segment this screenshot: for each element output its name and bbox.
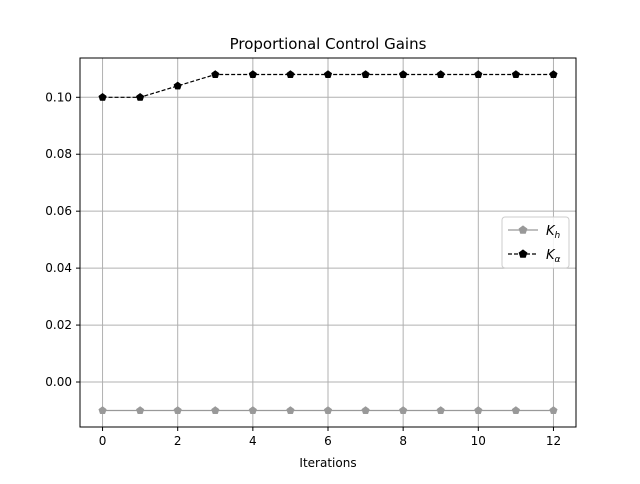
data-point — [248, 406, 257, 414]
y-tick-label: 0.00 — [45, 375, 72, 389]
data-point — [211, 406, 220, 414]
data-point — [549, 70, 558, 78]
series-layer — [98, 70, 558, 414]
y-tick-label: 0.04 — [45, 261, 72, 275]
legend-swatch-marker — [518, 225, 528, 234]
x-tick-label: 4 — [249, 434, 257, 448]
data-point — [323, 70, 333, 78]
data-point — [286, 70, 295, 78]
x-tick-label: 0 — [99, 434, 107, 448]
data-point — [511, 406, 520, 414]
x-tick-label: 2 — [174, 434, 182, 448]
legend-item: Kα — [508, 248, 561, 265]
data-point — [399, 70, 408, 78]
data-point — [211, 70, 220, 78]
data-point — [136, 92, 145, 101]
data-point — [248, 70, 257, 78]
data-point — [361, 70, 370, 78]
x-tick-label: 8 — [399, 434, 407, 448]
data-point — [474, 70, 483, 78]
series-1 — [98, 70, 558, 101]
data-point — [474, 406, 483, 414]
data-point — [136, 406, 145, 414]
y-tick-label: 0.02 — [45, 318, 72, 332]
y-tick-label: 0.10 — [45, 90, 72, 104]
y-tick-label: 0.06 — [45, 204, 72, 218]
legend-label-subscript: h — [555, 231, 561, 241]
x-axis-title: Iterations — [299, 456, 356, 470]
chart-title: Proportional Control Gains — [230, 35, 427, 53]
legend-swatch-marker — [518, 249, 528, 258]
data-point — [173, 406, 182, 414]
data-point — [173, 81, 182, 90]
data-point — [98, 406, 107, 414]
series-0 — [98, 406, 558, 414]
y-axis: 0.00 0.02 0.04 0.06 0.08 0.10 — [45, 90, 80, 389]
data-point — [399, 406, 408, 414]
data-point — [436, 406, 445, 414]
grid-layer — [80, 58, 576, 427]
data-point — [98, 92, 107, 101]
x-axis: 0 2 4 6 8 10 12 — [99, 427, 561, 448]
x-tick-label: 12 — [546, 434, 561, 448]
x-tick-label: 6 — [324, 434, 332, 448]
data-point — [511, 70, 520, 78]
legend-label-subscript: α — [555, 255, 561, 265]
data-point — [361, 406, 370, 414]
data-point — [436, 70, 445, 78]
data-point — [286, 406, 295, 414]
y-tick-label: 0.08 — [45, 147, 72, 161]
x-tick-label: 10 — [471, 434, 486, 448]
data-point — [323, 406, 333, 414]
data-point — [549, 406, 558, 414]
